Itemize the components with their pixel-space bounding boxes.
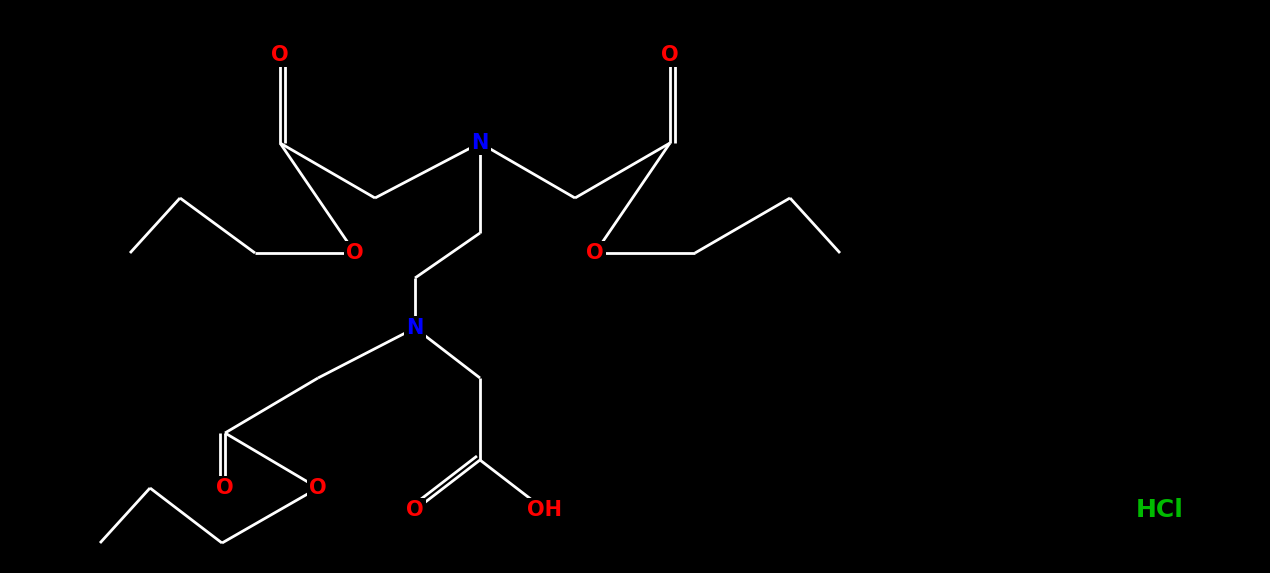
Text: HCl: HCl bbox=[1137, 498, 1184, 522]
Text: O: O bbox=[309, 478, 326, 498]
Text: N: N bbox=[471, 133, 489, 153]
Text: O: O bbox=[347, 243, 363, 263]
Text: O: O bbox=[216, 478, 234, 498]
Text: O: O bbox=[587, 243, 603, 263]
Text: O: O bbox=[272, 45, 288, 65]
Text: N: N bbox=[406, 318, 424, 338]
Text: O: O bbox=[406, 500, 424, 520]
Text: O: O bbox=[662, 45, 678, 65]
Text: OH: OH bbox=[527, 500, 563, 520]
